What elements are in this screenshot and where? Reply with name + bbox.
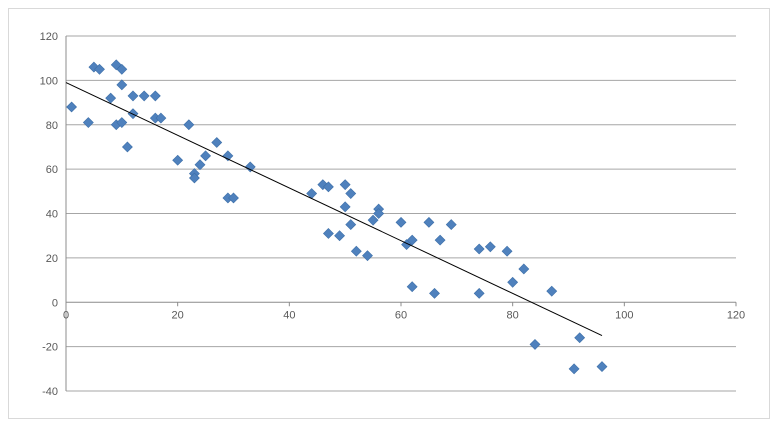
y-axis-tick-labels: -40 -20 0 20 40 60 80 100 120: [40, 31, 58, 398]
x-tick-label: 80: [507, 309, 519, 321]
data-point: [507, 276, 519, 288]
data-point: [188, 172, 200, 184]
data-point: [121, 141, 133, 153]
data-point: [82, 117, 94, 128]
data-point: [473, 287, 485, 299]
gridlines: [65, 35, 736, 392]
data-point: [339, 179, 351, 191]
data-point: [228, 192, 239, 204]
data-point: [322, 181, 334, 193]
trendline-group: [65, 82, 603, 336]
data-point: [434, 234, 446, 246]
data-point: [518, 263, 530, 275]
data-point: [406, 281, 418, 293]
data-point: [339, 201, 351, 213]
y-tick-label: 20: [46, 253, 58, 265]
data-point: [322, 228, 334, 239]
data-point: [501, 245, 513, 257]
data-point: [334, 230, 346, 242]
x-tick-label: 0: [63, 309, 69, 321]
data-point: [350, 245, 362, 257]
data-point: [155, 112, 167, 124]
x-axis-tick-labels: 0 20 40 60 80 100 120: [63, 302, 745, 321]
data-point: [406, 234, 418, 246]
data-point: [395, 216, 407, 228]
data-point: [183, 119, 195, 131]
y-tick-label: 100: [40, 75, 58, 87]
data-point: [116, 63, 128, 75]
data-point: [445, 219, 457, 231]
data-point: [127, 90, 139, 102]
data-point: [149, 90, 161, 102]
data-point: [529, 338, 541, 350]
data-point: [429, 287, 440, 299]
y-tick-label: 60: [46, 164, 58, 176]
x-tick-label: 40: [283, 309, 295, 321]
data-point: [373, 208, 385, 219]
x-tick-label: 60: [395, 309, 407, 321]
y-tick-label: 120: [40, 31, 58, 43]
data-point: [200, 150, 212, 162]
x-tick-label: 100: [615, 309, 633, 321]
y-tick-label: -40: [42, 386, 58, 398]
data-point: [194, 159, 206, 171]
data-point: [546, 285, 558, 297]
data-point: [367, 214, 379, 226]
y-tick-label: 0: [52, 297, 58, 309]
data-point: [345, 219, 357, 231]
x-tick-label: 120: [727, 309, 745, 321]
data-point: [568, 363, 580, 375]
data-point: [423, 216, 435, 228]
data-point: [116, 117, 128, 128]
data-point: [596, 361, 608, 373]
data-point: [345, 188, 357, 199]
data-point: [138, 90, 150, 102]
data-points: [66, 59, 608, 375]
data-point: [484, 241, 496, 253]
trendline: [65, 82, 603, 336]
data-point: [172, 154, 184, 166]
data-point: [362, 250, 373, 262]
data-point: [94, 63, 105, 75]
y-tick-label: -20: [42, 342, 58, 354]
x-tick-label: 20: [172, 309, 184, 321]
data-point: [244, 161, 256, 173]
data-point: [574, 332, 586, 344]
data-point: [211, 137, 223, 148]
data-point: [473, 243, 485, 255]
y-tick-label: 80: [46, 120, 58, 132]
data-point: [66, 101, 78, 113]
data-point: [127, 108, 139, 120]
y-tick-label: 40: [46, 209, 58, 221]
data-point: [116, 79, 128, 91]
